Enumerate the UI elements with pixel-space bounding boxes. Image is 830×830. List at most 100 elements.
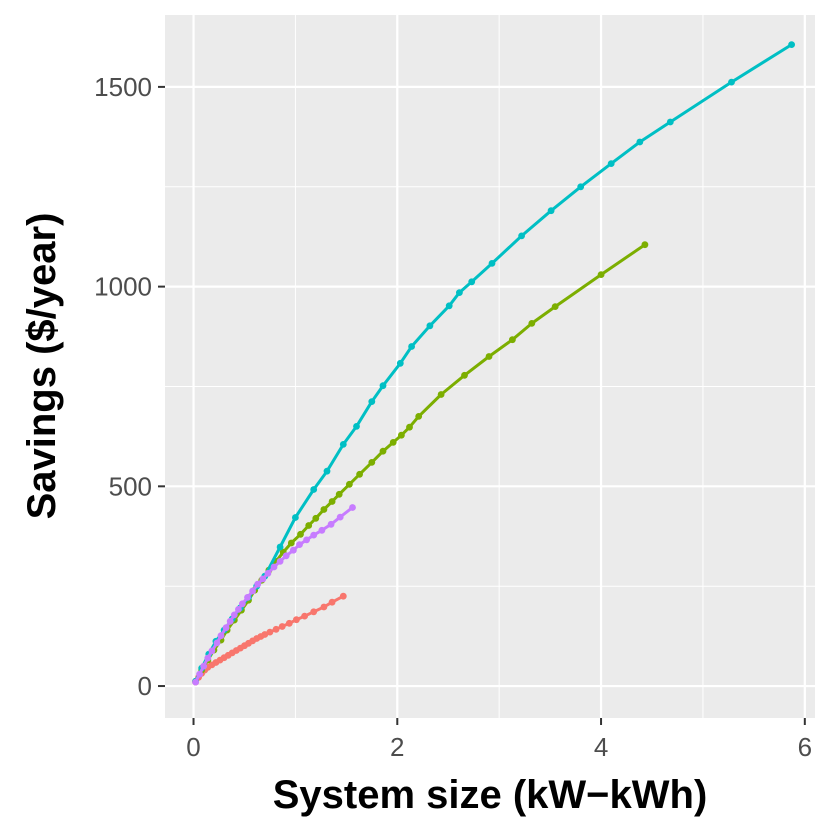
data-point xyxy=(290,546,297,554)
data-point xyxy=(368,398,376,405)
data-point xyxy=(320,506,328,513)
series-layer xyxy=(192,41,795,686)
data-point xyxy=(485,353,493,360)
data-point xyxy=(297,530,304,538)
data-point xyxy=(235,606,242,613)
data-point xyxy=(192,678,200,686)
data-point xyxy=(318,526,326,534)
data-point xyxy=(204,654,212,662)
data-point xyxy=(226,617,234,625)
data-point xyxy=(335,490,343,498)
data-point xyxy=(213,639,221,647)
data-point xyxy=(607,160,615,168)
x-tick-label: 4 xyxy=(594,732,608,762)
major-gridlines xyxy=(165,15,815,718)
data-point xyxy=(244,594,251,601)
data-point xyxy=(379,447,387,455)
data-point xyxy=(323,467,331,475)
data-point xyxy=(239,600,246,608)
data-point xyxy=(320,603,328,611)
minor-gridlines xyxy=(165,15,815,718)
data-point xyxy=(528,320,536,327)
data-point xyxy=(426,322,434,330)
y-tick-label: 500 xyxy=(109,471,152,501)
data-point xyxy=(728,78,735,86)
data-point xyxy=(461,371,468,379)
y-tick-label: 1000 xyxy=(94,272,152,302)
data-point xyxy=(312,514,320,522)
data-point xyxy=(636,138,644,146)
data-point xyxy=(285,619,293,627)
y-tick-label: 1500 xyxy=(94,72,152,102)
data-point xyxy=(415,413,423,420)
data-point xyxy=(488,260,496,267)
data-point xyxy=(261,631,269,638)
data-point xyxy=(328,598,336,606)
data-point xyxy=(468,278,476,286)
data-point xyxy=(328,498,336,505)
data-point xyxy=(217,632,225,640)
data-point xyxy=(282,552,290,560)
data-point xyxy=(346,480,353,488)
panel-background xyxy=(165,15,815,718)
data-point xyxy=(641,241,649,249)
series-1 xyxy=(192,592,347,686)
data-point xyxy=(276,558,284,565)
series-4 xyxy=(192,504,356,686)
data-point xyxy=(200,662,208,670)
x-tick-label: 6 xyxy=(798,732,812,762)
data-point xyxy=(270,563,278,571)
x-tick-label: 0 xyxy=(186,732,200,762)
data-point xyxy=(292,514,299,521)
data-point xyxy=(287,539,295,547)
data-point xyxy=(396,359,404,367)
data-point xyxy=(509,336,516,344)
data-point xyxy=(196,670,204,678)
data-point xyxy=(272,625,280,633)
data-point xyxy=(666,118,674,126)
data-point xyxy=(339,592,347,600)
data-point xyxy=(310,608,318,616)
data-point xyxy=(254,580,262,588)
data-point xyxy=(577,183,585,191)
tick-labels: 0 2 4 6 0 500 1000 1500 xyxy=(94,72,812,762)
data-point xyxy=(456,289,463,296)
data-point xyxy=(406,423,413,431)
data-point xyxy=(303,536,310,544)
data-point xyxy=(259,575,267,583)
data-point xyxy=(296,541,303,548)
data-point xyxy=(349,504,356,511)
data-point xyxy=(327,520,335,528)
data-point xyxy=(230,611,238,619)
data-point xyxy=(368,459,376,466)
data-point xyxy=(408,343,415,350)
data-point xyxy=(301,612,308,620)
data-point xyxy=(249,587,256,595)
data-point xyxy=(398,431,405,439)
data-point xyxy=(276,543,284,551)
x-tick-label: 2 xyxy=(390,732,404,762)
y-axis-title: Savings ($/year) xyxy=(20,213,64,520)
data-point xyxy=(310,486,318,493)
axis-ticks xyxy=(158,85,806,725)
data-point xyxy=(336,513,344,521)
data-point xyxy=(305,522,313,529)
y-tick-label: 0 xyxy=(138,671,152,701)
data-point xyxy=(356,470,363,478)
data-point xyxy=(278,623,286,630)
data-point xyxy=(379,382,387,390)
data-point xyxy=(437,391,445,398)
data-point xyxy=(597,271,605,278)
data-point xyxy=(353,423,360,430)
data-point xyxy=(518,232,525,240)
data-point xyxy=(551,303,559,310)
data-point xyxy=(547,207,555,215)
data-point xyxy=(788,41,795,48)
data-point xyxy=(208,647,216,655)
data-point xyxy=(293,616,300,624)
data-point xyxy=(222,624,230,632)
data-point xyxy=(445,302,453,310)
data-point xyxy=(339,441,347,448)
data-point xyxy=(389,439,397,446)
